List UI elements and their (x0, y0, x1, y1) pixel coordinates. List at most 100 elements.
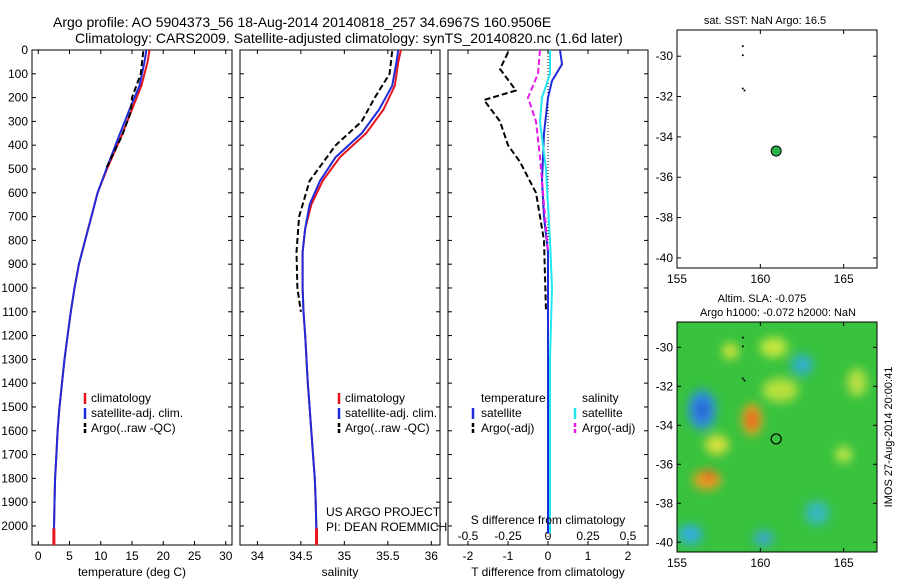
sla-side-label: IMOS 27-Aug-2014 20:00:41 (883, 367, 895, 508)
y-tick-label: -32 (656, 90, 674, 104)
y-tick-label: -40 (656, 535, 674, 549)
x-tick-label: 155 (667, 272, 687, 286)
title-line-2: Climatology: CARS2009. Satellite-adjuste… (75, 30, 623, 46)
x-tick-label: -2 (463, 549, 474, 563)
sla-anomaly-blob (805, 501, 829, 526)
x-tick-label: 20 (157, 549, 171, 563)
y-tick-label: -38 (656, 211, 674, 225)
y-tick-label: 1200 (1, 329, 28, 343)
legend-head-temperature: temperature (481, 391, 546, 405)
track-point (741, 45, 744, 48)
y-tick-label: -34 (656, 418, 674, 432)
series-line (483, 51, 547, 312)
y-tick-label: -38 (656, 496, 674, 510)
x-tick-label: 155 (667, 556, 687, 570)
y-tick-label: 1700 (1, 448, 28, 462)
sla-anomaly-blob (791, 353, 813, 376)
y-tick-label: -36 (656, 457, 674, 471)
difference-legend: temperature salinity satellite Argo(-adj… (471, 391, 635, 435)
x-tick-label: 1 (585, 549, 592, 563)
salinity-panel: 34 34.5 35 35.5 36 salinity climatology sate… (239, 49, 447, 579)
track-point (741, 345, 744, 348)
y-tick-label: 1400 (1, 376, 28, 390)
salinity-legend: climatology satellite-adj. clim. Argo(..… (337, 391, 437, 435)
y-tick-label: 1600 (1, 424, 28, 438)
salinity-xlabel: salinity (322, 565, 359, 579)
sla-anomaly-blob (762, 378, 799, 403)
y-tick-label: 200 (8, 91, 28, 105)
x-tick-label: 5 (66, 549, 73, 563)
y-tick-label: 500 (8, 162, 28, 176)
legend-label-satellite: satellite-adj. clim. (345, 406, 437, 420)
y-tick-label: 100 (8, 67, 28, 81)
y-tick-label: -30 (656, 49, 674, 63)
temperature-legend: climatology satellite-adj. clim. Argo(..… (83, 391, 183, 435)
sla-anomaly-blob (678, 524, 703, 545)
series-line (295, 51, 394, 312)
salinity-axes-box (239, 49, 441, 546)
sla-heatmap (677, 322, 877, 552)
series-line (104, 51, 145, 170)
sla-anomaly-blob (705, 434, 729, 455)
track-point (741, 87, 744, 90)
sla-map-title-line-1: Altim. SLA: -0.075 (718, 293, 807, 305)
x-tick-label: 35.5 (376, 549, 400, 563)
difference-xlabel-top: S difference from climatology (471, 513, 626, 527)
y-tick-label: 800 (8, 233, 28, 247)
x-tick-label: 2 (625, 549, 632, 563)
sst-map-panel: sat. SST: NaN Argo: 16.5 155 160 165 -30 -32… (656, 15, 878, 286)
legend-label-s-argo: Argo(-adj) (582, 421, 635, 435)
x-tick-label: 15 (125, 549, 139, 563)
y-tick-label: 1800 (1, 471, 28, 485)
x-tick-label: 34.5 (289, 549, 313, 563)
series-line (539, 50, 553, 534)
x-tick-label: 25 (188, 549, 202, 563)
credit-line-2: PI: DEAN ROEMMICH (326, 520, 447, 534)
y-tick-label: 300 (8, 114, 28, 128)
x-tick-label: 160 (750, 272, 770, 286)
y-tick-label: -30 (656, 340, 674, 354)
series-line (541, 49, 563, 534)
x-tick-label: 0 (35, 549, 42, 563)
y-tick-label: 2000 (1, 519, 28, 533)
top-x-tick-label: -0.25 (494, 529, 522, 543)
legend-label-t-argo: Argo(-adj) (481, 421, 534, 435)
y-tick-label: 600 (8, 186, 28, 200)
y-tick-label: 1900 (1, 495, 28, 509)
series-line (301, 49, 402, 534)
series-line (52, 49, 151, 534)
legend-label-argo: Argo(..raw -QC) (345, 421, 430, 435)
x-tick-label: 160 (750, 556, 770, 570)
x-tick-label: 34 (251, 549, 265, 563)
temperature-axes-box (31, 49, 233, 546)
argo-position-marker (770, 433, 782, 445)
sla-map-title-line-2: Argo h1000: -0.072 h2000: NaN (700, 307, 856, 319)
y-tick-label: 1300 (1, 352, 28, 366)
legend-label-argo: Argo(..raw -QC) (91, 421, 176, 435)
sla-map-panel: Altim. SLA: -0.075 Argo h1000: -0.072 h2… (656, 293, 895, 570)
sla-anomaly-blob (747, 410, 757, 429)
track-point (743, 379, 746, 382)
track-point (741, 54, 744, 57)
legend-head-salinity: salinity (582, 391, 619, 405)
sla-anomaly-blob (759, 337, 788, 358)
y-tick-label: 0 (21, 43, 28, 57)
x-tick-label: 165 (834, 556, 854, 570)
series-line (301, 49, 400, 534)
y-tick-label: 1100 (2, 305, 28, 319)
y-tick-label: 1000 (1, 281, 28, 295)
legend-label-t-satellite: satellite (481, 406, 522, 420)
sla-anomaly-blob (695, 399, 709, 420)
x-tick-label: 36 (425, 549, 439, 563)
sla-map-axes-box (676, 321, 878, 553)
top-x-tick-label: 0.25 (576, 529, 600, 543)
sla-anomaly-blob (847, 368, 867, 397)
temperature-xlabel: temperature (deg C) (78, 565, 186, 579)
y-tick-label: 400 (8, 138, 28, 152)
legend-label-climatology: climatology (345, 391, 405, 405)
x-tick-label: 0 (545, 549, 552, 563)
top-x-tick-label: 0.5 (620, 529, 637, 543)
x-tick-label: 35 (338, 549, 352, 563)
